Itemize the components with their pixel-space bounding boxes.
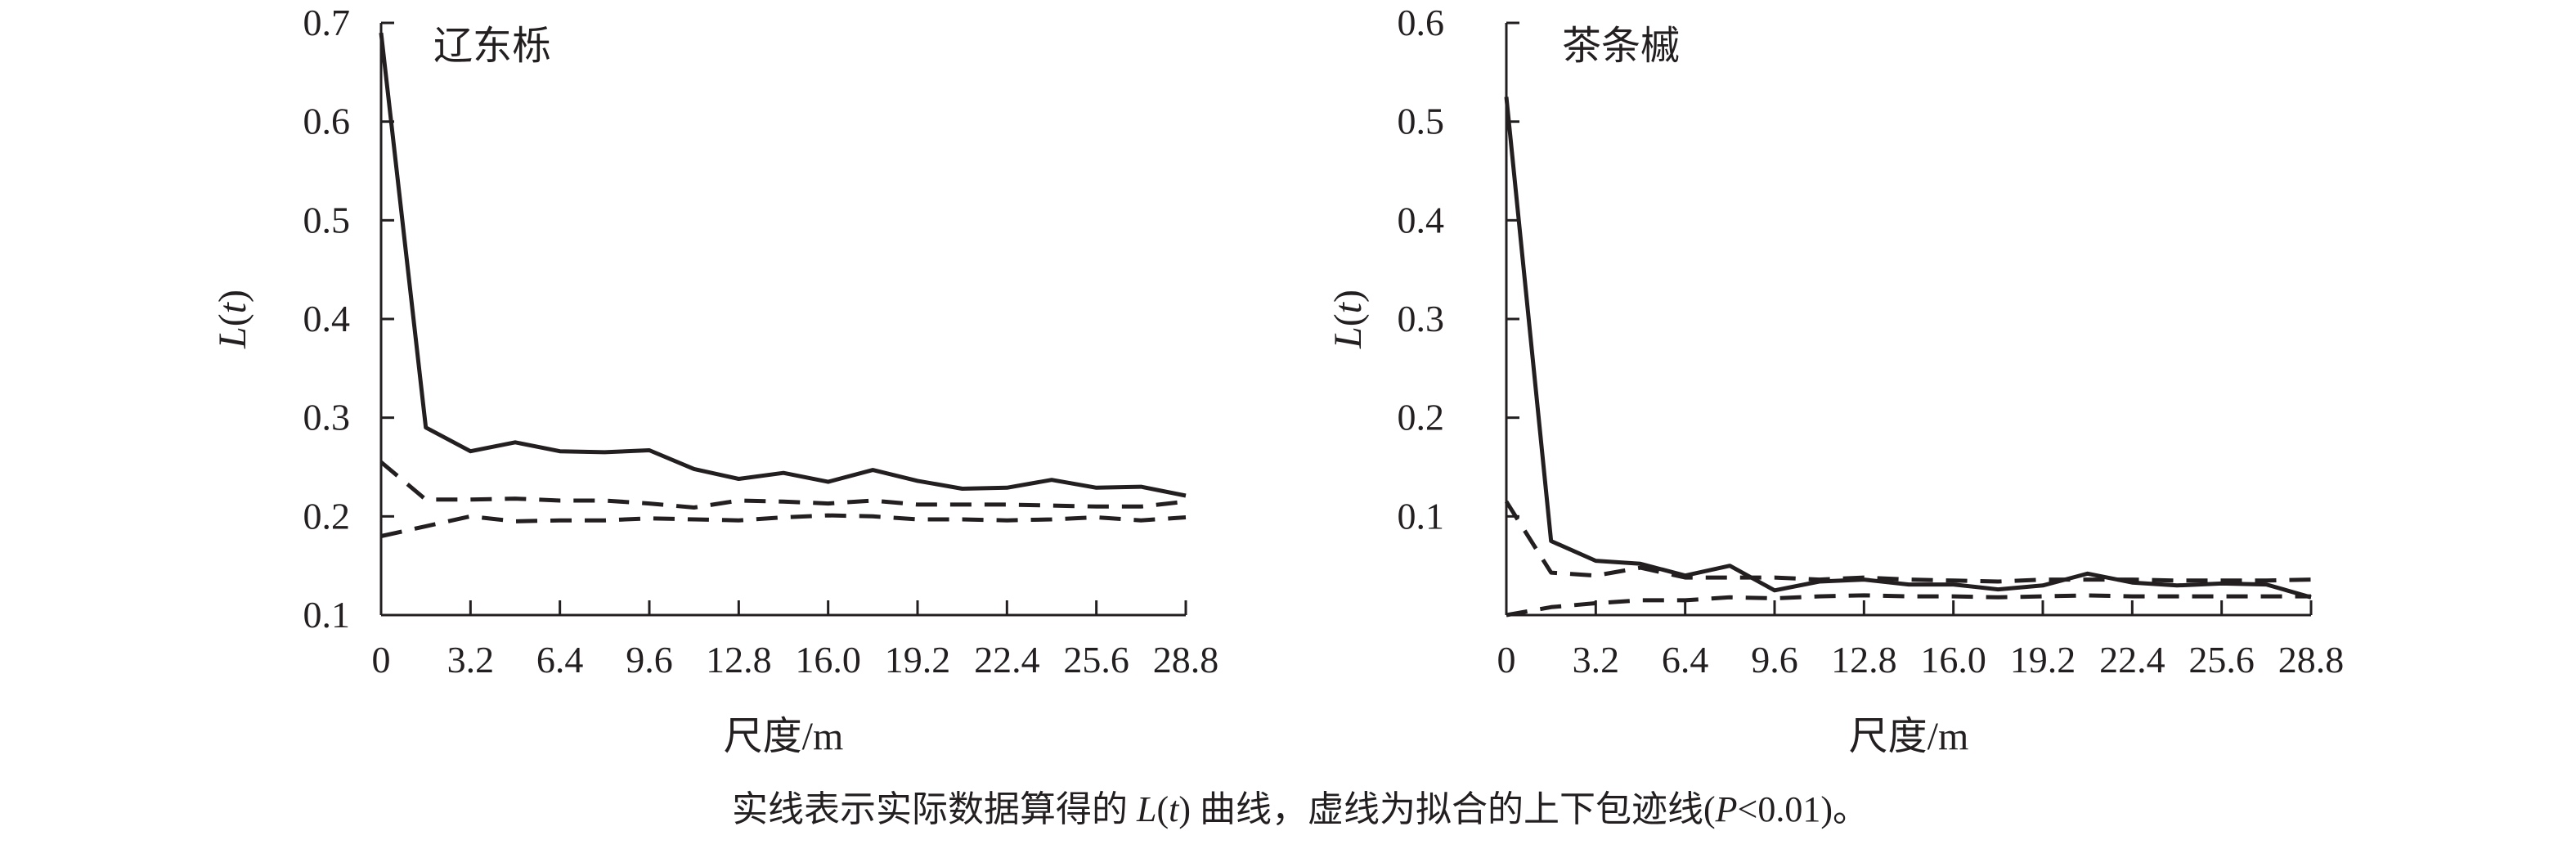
y-tick-label: 0.6 xyxy=(303,101,351,142)
x-tick-label: 28.8 xyxy=(2278,639,2345,681)
y-tick-label: 0.4 xyxy=(1398,199,1445,240)
x-axis-label: 尺度/m xyxy=(1849,715,1969,758)
x-tick-label: 19.2 xyxy=(2010,639,2076,681)
x-tick-label: 0 xyxy=(1497,639,1516,681)
series-upper-envelope xyxy=(1504,500,2312,584)
y-tick-label: 0.7 xyxy=(303,2,351,43)
x-tick-label: 25.6 xyxy=(1063,639,1129,681)
chart-panel-liaodongli: 0.1 0.2 0.3 0.4 0.5 0.6 0.7 0 3.2 6.4 9.6 12.8 16.0 1… xyxy=(211,2,1218,758)
x-tick-label: 9.6 xyxy=(1751,639,1798,681)
y-label-L: L xyxy=(211,326,254,349)
y-tick-label: 0.4 xyxy=(303,298,351,339)
y-label-open: ( xyxy=(211,313,254,326)
x-tick-label: 6.4 xyxy=(536,639,584,681)
y-label-t: t xyxy=(1326,301,1370,313)
figure-caption: 实线表示实际数据算得的 L(t) 曲线，虚线为拟合的上下包迹线(P<0.01)。 xyxy=(732,789,1869,829)
y-tick-label: 0.1 xyxy=(303,594,351,636)
x-tick-label: 9.6 xyxy=(626,639,673,681)
chart-title: 辽东栎 xyxy=(433,25,551,68)
x-tick-label: 0 xyxy=(372,639,391,681)
chart-panel-chatiaoqi: 0.1 0.2 0.3 0.4 0.5 0.6 0 3.2 6.4 9.6 12.8 16.0 19.2… xyxy=(1326,2,2344,758)
y-tick-label: 0.6 xyxy=(1398,2,1445,43)
y-label-t: t xyxy=(211,301,254,313)
x-tick-label: 6.4 xyxy=(1662,639,1709,681)
y-label-close: ) xyxy=(1326,290,1370,303)
x-tick-label: 22.4 xyxy=(974,639,1040,681)
x-tick-label: 25.6 xyxy=(2188,639,2255,681)
x-axis-label: 尺度/m xyxy=(724,715,844,758)
y-axis-label: L(t) xyxy=(211,290,254,349)
y-label-close: ) xyxy=(211,290,254,303)
y-tick-label: 0.2 xyxy=(1398,397,1445,438)
x-tick-label: 3.2 xyxy=(1573,639,1620,681)
y-tick-label: 0.5 xyxy=(303,199,351,240)
series-upper-envelope xyxy=(379,460,1187,510)
y-tick-label: 0.1 xyxy=(1398,495,1445,537)
y-tick-label: 0.5 xyxy=(1398,101,1445,142)
chart-title: 茶条槭 xyxy=(1562,25,1680,68)
x-tick-label: 3.2 xyxy=(447,639,495,681)
series-lower-envelope xyxy=(1506,593,2311,618)
x-tick-label: 12.8 xyxy=(706,639,772,681)
y-tick-label: 0.3 xyxy=(303,397,351,438)
series-actual-line xyxy=(379,32,1187,498)
x-tick-label: 22.4 xyxy=(2099,639,2165,681)
x-tick-label: 12.8 xyxy=(1831,639,1897,681)
series-actual-line xyxy=(1504,97,2312,600)
y-label-L: L xyxy=(1326,326,1370,349)
series-lower-envelope xyxy=(380,513,1187,538)
x-tick-label: 19.2 xyxy=(885,639,951,681)
y-label-open: ( xyxy=(1326,313,1370,326)
x-tick-label: 16.0 xyxy=(1920,639,1986,681)
y-tick-label: 0.3 xyxy=(1398,298,1445,339)
x-tick-label: 28.8 xyxy=(1153,639,1219,681)
x-tick-label: 16.0 xyxy=(795,639,861,681)
y-axis-label: L(t) xyxy=(1326,290,1370,349)
y-tick-label: 0.2 xyxy=(303,495,351,537)
